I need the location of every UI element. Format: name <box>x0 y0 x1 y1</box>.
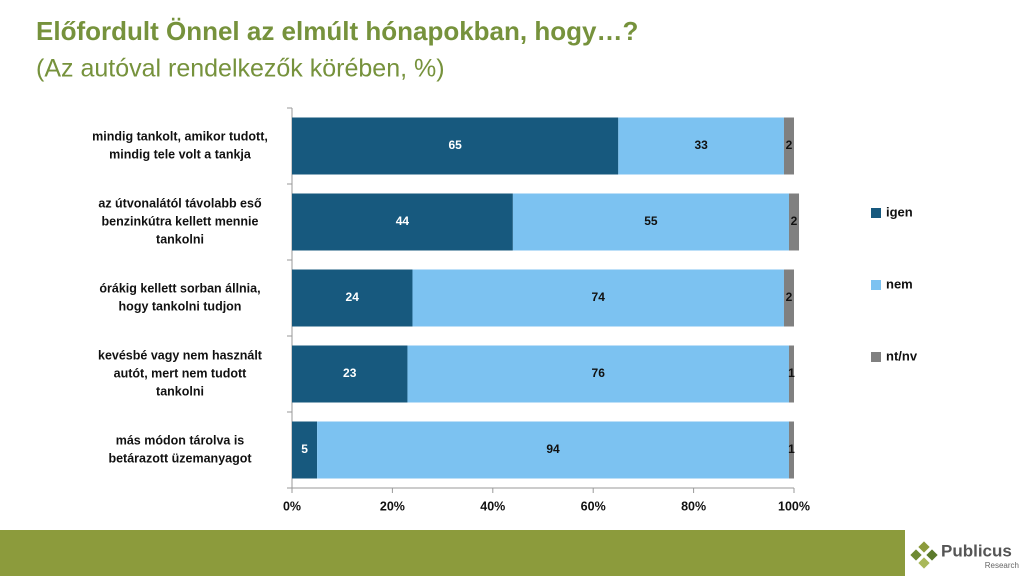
category-label: órákig kellett sorban állnia, <box>99 281 260 295</box>
value-label: 55 <box>644 214 658 228</box>
value-label: 2 <box>786 138 793 152</box>
x-tick-label: 0% <box>283 499 301 513</box>
chart-subtitle: (Az autóval rendelkezők körében, %) <box>36 55 445 83</box>
bar-segment <box>788 345 794 403</box>
bar-segment <box>292 193 513 251</box>
value-label: 24 <box>346 290 360 304</box>
value-label: 33 <box>694 138 708 152</box>
value-label: 65 <box>448 138 462 152</box>
x-tick-label: 80% <box>681 499 706 513</box>
legend-label: nem <box>886 276 913 291</box>
category-label: az útvonalától távolabb eső <box>98 196 262 210</box>
bar-segment <box>618 117 784 175</box>
bar-segment <box>292 269 413 327</box>
value-label: 76 <box>592 366 606 380</box>
bar-segment <box>788 193 800 251</box>
x-tick-label: 60% <box>581 499 606 513</box>
bar-segment <box>292 345 408 403</box>
x-tick-label: 100% <box>778 499 810 513</box>
category-label: autót, mert nem tudott <box>114 366 247 380</box>
x-tick-label: 20% <box>380 499 405 513</box>
category-label: mindig tankolt, amikor tudott, <box>92 129 268 143</box>
logo-icon <box>910 541 938 569</box>
category-label: benzinkútra kellett mennie <box>102 214 259 228</box>
bar-segment <box>512 193 789 251</box>
value-label: 44 <box>396 214 410 228</box>
category-label: tankolni <box>156 232 204 246</box>
bar-segment <box>783 117 794 175</box>
value-label: 23 <box>343 366 357 380</box>
value-label: 1 <box>788 442 795 456</box>
category-label: mindig tele volt a tankja <box>109 147 252 161</box>
legend-swatch <box>871 352 881 362</box>
bar-segment <box>783 269 794 327</box>
category-label: tankolni <box>156 384 204 398</box>
chart-title: Előfordult Önnel az elmúlt hónapokban, h… <box>36 16 638 46</box>
category-label: betárazott üzemanyagot <box>108 451 252 465</box>
value-label: 2 <box>791 214 798 228</box>
footer-band <box>0 530 905 576</box>
category-label: kevésbé vagy nem használt <box>98 348 263 362</box>
bar-segment <box>292 421 318 479</box>
value-label: 94 <box>546 442 560 456</box>
bar-segment <box>292 117 619 175</box>
value-label: 74 <box>592 290 606 304</box>
bar-segment <box>788 421 794 479</box>
bar-segment <box>412 269 784 327</box>
category-label: más módon tárolva is <box>116 433 245 447</box>
value-label: 2 <box>786 290 793 304</box>
value-label: 5 <box>301 442 308 456</box>
bar-segment <box>407 345 789 403</box>
bar-segment <box>317 421 789 479</box>
category-label: hogy tankolni tudjon <box>119 299 242 313</box>
x-tick-label: 40% <box>480 499 505 513</box>
legend-label: nt/nv <box>886 348 918 363</box>
legend-swatch <box>871 208 881 218</box>
logo-sub: Research <box>985 561 1019 570</box>
value-label: 1 <box>788 366 795 380</box>
legend-swatch <box>871 280 881 290</box>
legend-label: igen <box>886 204 913 219</box>
logo-name: Publicus <box>941 541 1012 560</box>
